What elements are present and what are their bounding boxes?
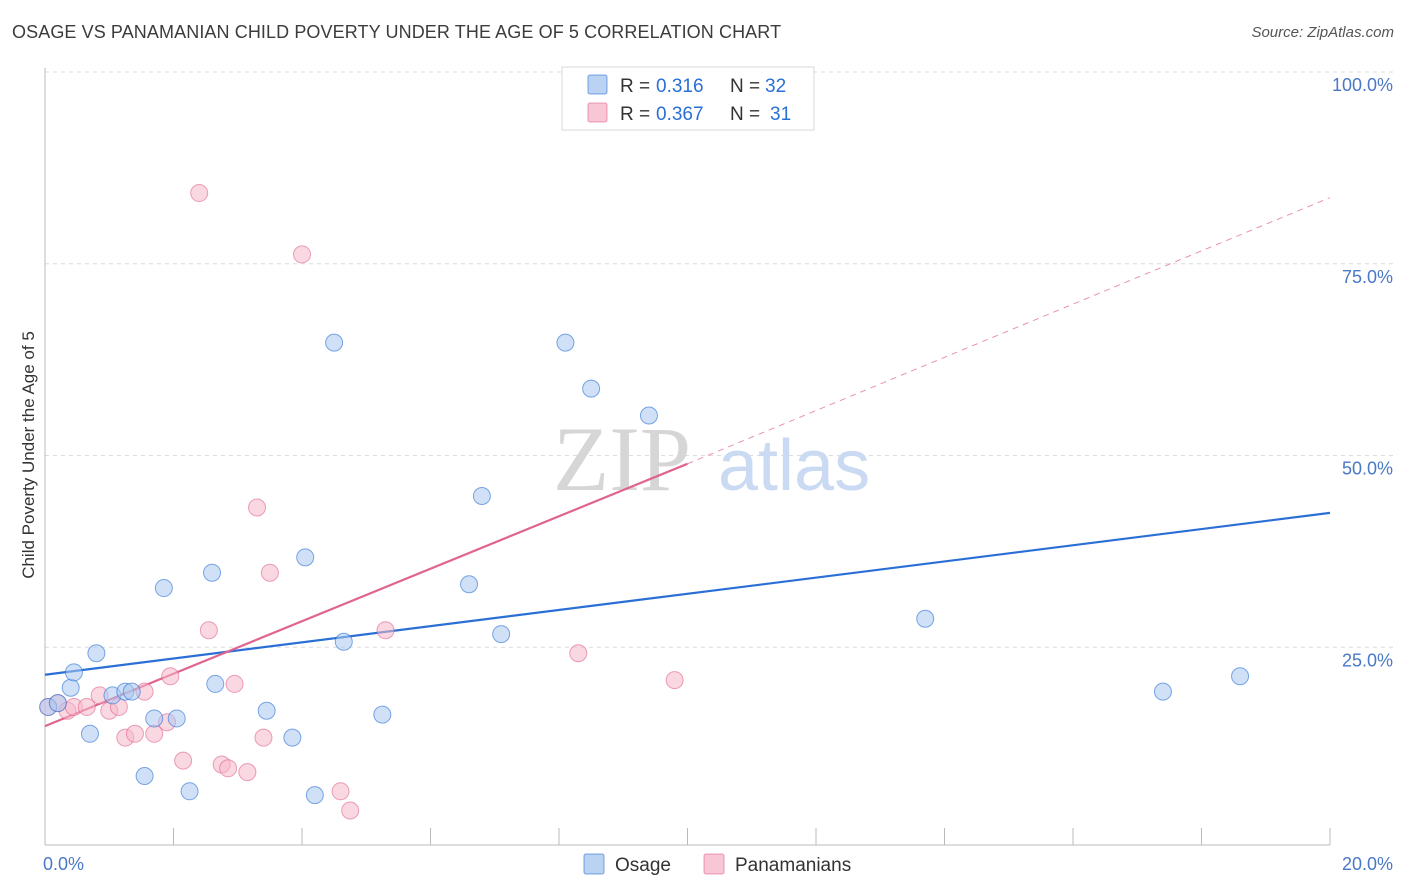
- point-panamanians: [569, 644, 588, 663]
- point-osage: [305, 786, 324, 805]
- point-panamanians: [161, 667, 180, 686]
- watermark-zip: ZIP: [553, 408, 691, 510]
- point-panamanians: [260, 563, 279, 582]
- point-panamanians: [238, 763, 257, 782]
- point-osage: [492, 625, 511, 644]
- point-panamanians: [254, 728, 273, 747]
- point-osage: [154, 579, 173, 598]
- source-label: Source: ZipAtlas.com: [1251, 24, 1394, 41]
- point-panamanians: [219, 759, 238, 778]
- point-osage: [206, 674, 225, 693]
- bottom-legend-label-panamanians: Panamanians: [735, 855, 851, 876]
- point-osage: [1153, 682, 1172, 701]
- stats-legend: R = 0.316 N = 32 R = 0.367 N = 31: [561, 66, 815, 131]
- point-panamanians: [174, 751, 193, 770]
- legend-n-label-osage: N =: [730, 76, 760, 97]
- watermark: ZIP atlas: [553, 408, 870, 510]
- y-tick-label: 50.0%: [1342, 459, 1393, 479]
- point-panamanians: [341, 801, 360, 820]
- point-panamanians: [665, 671, 684, 690]
- point-panamanians: [376, 621, 395, 640]
- series-legend: Osage Panamanians: [583, 853, 851, 876]
- y-tick-labels: 25.0% 50.0% 75.0% 100.0%: [1332, 75, 1393, 670]
- point-osage: [64, 663, 83, 682]
- x-tick-label-min: 0.0%: [43, 854, 84, 874]
- point-osage: [203, 563, 222, 582]
- point-osage: [48, 694, 67, 713]
- legend-r-label-panamanians: R =: [620, 104, 650, 125]
- point-panamanians: [125, 724, 144, 743]
- watermark-atlas: atlas: [718, 426, 870, 506]
- point-osage: [639, 406, 658, 425]
- point-osage: [460, 575, 479, 594]
- trendlines: [44, 197, 1331, 728]
- y-tick-label: 75.0%: [1342, 267, 1393, 287]
- point-osage: [296, 548, 315, 567]
- legend-n-value-panamanians: 31: [770, 104, 791, 125]
- axes: [44, 68, 1331, 846]
- point-osage: [373, 705, 392, 724]
- point-osage: [916, 609, 935, 628]
- point-panamanians: [293, 245, 311, 264]
- point-osage: [334, 632, 353, 651]
- point-panamanians: [77, 697, 96, 716]
- y-tick-label: 25.0%: [1342, 650, 1393, 670]
- point-osage: [80, 724, 99, 743]
- point-osage: [122, 682, 141, 701]
- legend-swatch-panamanians: [587, 102, 608, 123]
- y-tick-label: 100.0%: [1332, 75, 1393, 95]
- point-panamanians: [199, 621, 218, 640]
- bottom-legend-label-osage: Osage: [615, 855, 671, 876]
- point-osage: [582, 379, 601, 398]
- gridlines: [45, 71, 1395, 648]
- point-osage: [556, 333, 575, 352]
- legend-swatch-osage: [587, 74, 608, 95]
- x-tick-labels: 0.0% 20.0%: [43, 854, 1393, 874]
- trendline-panamanians: [44, 462, 688, 728]
- y-axis-title: Child Poverty Under the Age of 5: [19, 331, 38, 579]
- legend-r-label-osage: R =: [620, 76, 650, 97]
- point-osage: [167, 709, 186, 728]
- point-osage: [257, 701, 276, 720]
- bottom-legend-swatch-panamanians: [703, 853, 725, 875]
- point-panamanians: [190, 184, 209, 203]
- legend-n-value-osage: 32: [765, 76, 786, 97]
- legend-r-value-panamanians: 0.367: [656, 104, 704, 125]
- legend-r-value-osage: 0.316: [656, 76, 704, 97]
- point-osage: [180, 782, 199, 801]
- point-osage: [135, 766, 154, 785]
- point-osage: [325, 333, 344, 352]
- bottom-legend-swatch-osage: [583, 853, 605, 875]
- data-points: [39, 69, 1250, 820]
- trendline-osage: [44, 511, 1331, 676]
- point-panamanians: [331, 782, 350, 801]
- chart-title: OSAGE VS PANAMANIAN CHILD POVERTY UNDER …: [12, 22, 782, 42]
- point-osage: [61, 678, 80, 697]
- point-osage: [87, 644, 106, 663]
- point-panamanians: [225, 674, 244, 693]
- x-tick-label-max: 20.0%: [1342, 854, 1393, 874]
- point-osage: [472, 487, 491, 506]
- point-panamanians: [248, 498, 267, 517]
- point-osage: [145, 709, 164, 728]
- point-osage: [283, 728, 302, 747]
- trendline-extension-panamanians: [687, 197, 1331, 465]
- legend-n-label-panamanians: N =: [730, 104, 760, 125]
- point-osage: [1231, 667, 1250, 686]
